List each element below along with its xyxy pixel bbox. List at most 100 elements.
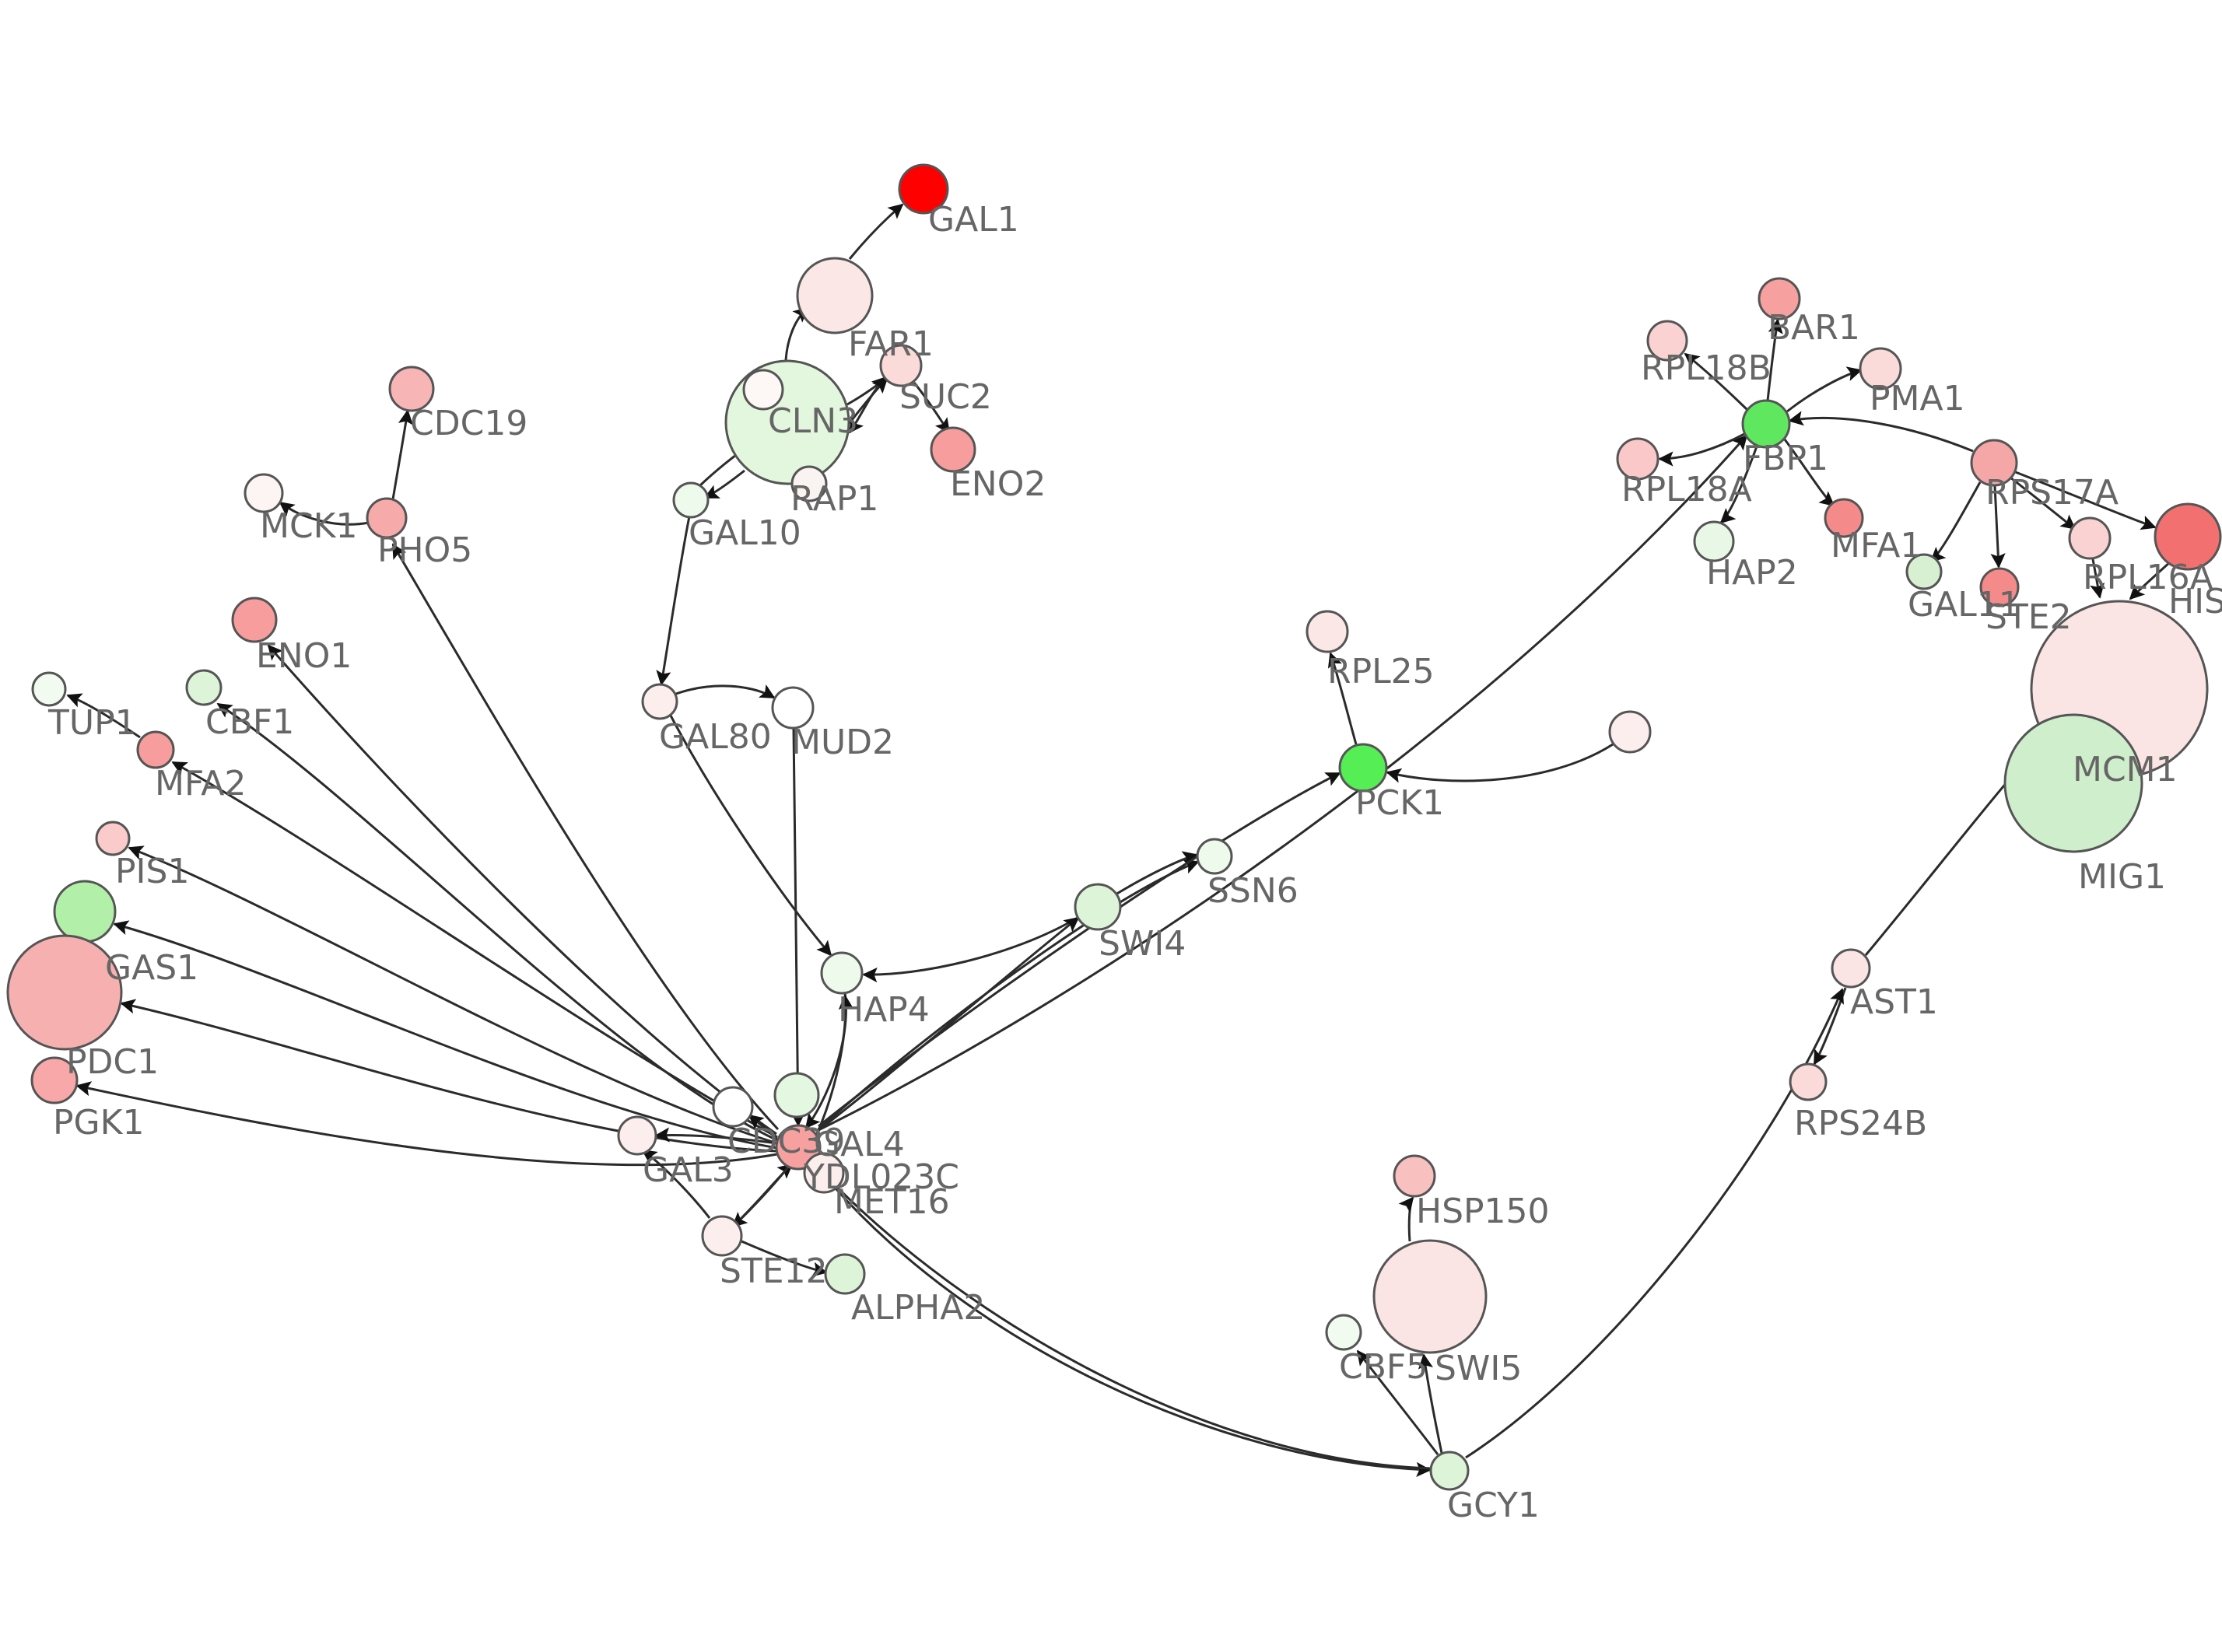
graph-edge [1398, 1196, 1414, 1242]
graph-edge [862, 916, 1078, 983]
graph-node-swi5[interactable] [1372, 1239, 1488, 1354]
graph-node-pck1[interactable] [1338, 743, 1388, 793]
graph-edge [818, 1168, 1432, 1470]
graph-node-gal1[interactable] [898, 163, 949, 215]
graph-node-label: FBP1 [1743, 439, 1828, 478]
graph-edge [1658, 432, 1747, 467]
graph-node-bar1[interactable] [1758, 277, 1801, 320]
graph-node-label: HAP4 [838, 990, 930, 1030]
graph-edge [2129, 560, 2172, 600]
graph-node-hsp150[interactable] [1393, 1154, 1436, 1198]
graph-node-label: MFA1 [1831, 526, 1922, 565]
graph-edge [669, 715, 832, 957]
graph-edge [819, 434, 1748, 1131]
graph-edge [1386, 743, 1614, 783]
graph-edge [171, 761, 778, 1139]
graph-node-label: RAP1 [790, 479, 878, 519]
graph-node-hap4[interactable] [820, 951, 864, 995]
graph-edge [1418, 1353, 1443, 1454]
graph-edge [1719, 446, 1758, 524]
graph-edge [1788, 411, 1974, 453]
graph-node-label: MCM1 [2073, 750, 2178, 789]
graph-edge [816, 916, 1080, 1133]
graph-node-pgk1[interactable] [30, 1056, 79, 1104]
graph-node-fbp1[interactable] [1741, 399, 1791, 449]
graph-node-alpha2[interactable] [824, 1253, 866, 1295]
graph-node-cdc19[interactable] [388, 366, 435, 412]
graph-node-label: AST1 [1850, 982, 1938, 1022]
graph-node-mfa2[interactable] [136, 730, 175, 769]
graph-node-label: HAP2 [1706, 553, 1798, 593]
graph-node-suc2[interactable] [879, 344, 923, 387]
graph-node-rpl18b[interactable] [1646, 320, 1688, 362]
graph-node-gal4[interactable] [775, 1124, 822, 1171]
graph-node-pma1[interactable] [1859, 347, 1902, 390]
graph-edge [128, 845, 778, 1145]
graph-node-rpl18a[interactable] [1616, 437, 1659, 481]
graph-edge [656, 516, 691, 686]
graph-node-label: PDC1 [66, 1042, 159, 1082]
graph-node-ste2[interactable] [1979, 567, 2020, 607]
graph-node-far1[interactable] [796, 257, 874, 334]
graph-node-label: PIS1 [115, 852, 189, 891]
graph-node-tup1[interactable] [31, 671, 67, 707]
graph-node-label: GAS1 [105, 948, 198, 988]
graph-edge [66, 693, 141, 739]
graph-node-ast1[interactable] [1831, 948, 1871, 989]
graph-node-ydl023c[interactable] [803, 1152, 845, 1194]
graph-node-rap1[interactable] [790, 465, 828, 502]
graph-node-mud2[interactable] [771, 686, 815, 730]
graph-node-rpl25[interactable] [1306, 610, 1349, 653]
graph-edge [391, 543, 780, 1131]
graph-node-gal80[interactable] [641, 683, 678, 720]
graph-node-label: PMA1 [1870, 379, 1965, 418]
graph-edge [818, 772, 1341, 1128]
graph-node-label: GAL11 [1908, 585, 2020, 625]
graph-node-ste12[interactable] [701, 1215, 743, 1257]
graph-node-rps17a[interactable] [1970, 439, 2018, 487]
graph-node-swi4[interactable] [1074, 883, 1122, 931]
graph-node-label: ENO1 [256, 636, 352, 676]
graph-node-label: PCK1 [1355, 783, 1444, 823]
graph-node-label: MFA2 [155, 764, 246, 803]
graph-node-met16[interactable] [773, 1072, 820, 1118]
graph-node-ssn6[interactable] [1196, 838, 1233, 875]
graph-node-cbf5[interactable] [1325, 1314, 1362, 1351]
graph-node-pdc1[interactable] [6, 934, 123, 1051]
graph-node-mfa1[interactable] [1824, 498, 1864, 538]
graph-edge [1929, 481, 1982, 563]
graph-edge [1813, 987, 1847, 1066]
graph-edge [2010, 476, 2077, 530]
graph-node-eno2[interactable] [930, 426, 976, 473]
graph-node-hap2[interactable] [1693, 520, 1735, 562]
graph-edge [815, 1166, 1432, 1477]
graph-node-cbf1[interactable] [185, 669, 223, 706]
graph-edge [641, 1149, 711, 1219]
graph-node-mig1[interactable] [2003, 713, 2143, 853]
graph-node-pho5[interactable] [366, 497, 408, 539]
graph-node-gal10[interactable] [672, 481, 710, 519]
graph-node-pis1[interactable] [95, 821, 131, 856]
graph-node-cdc39[interactable] [712, 1086, 754, 1128]
graph-edge [216, 702, 778, 1142]
graph-node-gal3[interactable] [617, 1115, 657, 1156]
graph-node-label: PGK1 [53, 1103, 144, 1143]
graph-node-eno1[interactable] [231, 597, 278, 643]
graph-edge [1766, 318, 1783, 401]
graph-node-his4[interactable] [2154, 502, 2222, 571]
graph-node-inner-marker[interactable] [742, 369, 784, 411]
graph-node-gas1[interactable] [53, 880, 117, 943]
graph-node-label: SWI4 [1099, 924, 1186, 964]
graph-node-gal11[interactable] [1905, 553, 1943, 590]
graph-node-inner-marker[interactable] [1608, 710, 1652, 754]
graph-node-label: GAL10 [689, 513, 801, 553]
graph-edge [815, 994, 853, 1135]
graph-node-mck1[interactable] [244, 473, 284, 513]
graph-node-rpl16a[interactable] [2068, 516, 2112, 560]
graph-node-label: PHO5 [377, 530, 472, 570]
graph-node-gcy1[interactable] [1429, 1451, 1470, 1491]
graph-node-label: CDC19 [410, 404, 527, 443]
graph-edge [1990, 485, 2006, 569]
graph-node-rps24b[interactable] [1789, 1062, 1828, 1101]
